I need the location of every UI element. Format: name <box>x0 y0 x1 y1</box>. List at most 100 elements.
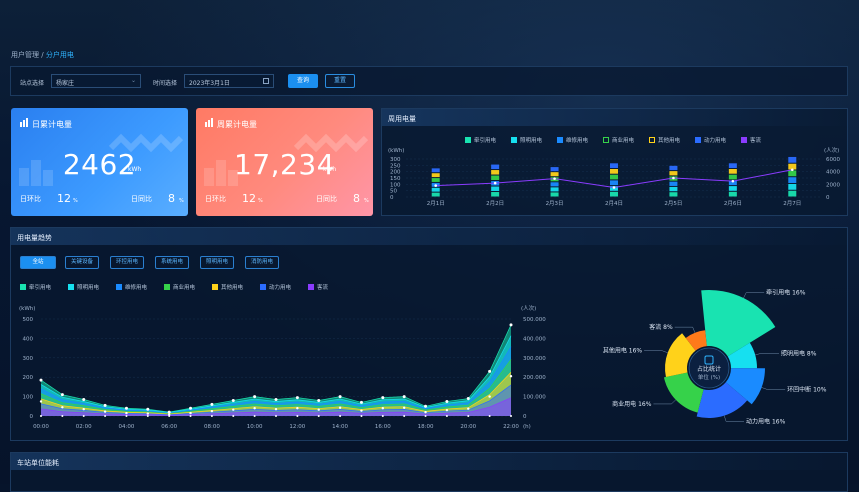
y2-tick-label: 200.000 <box>523 375 546 381</box>
bar-segment <box>669 171 678 176</box>
cmp2-label: 日同比 <box>316 195 337 203</box>
legend-swatch <box>212 284 218 290</box>
legend-label: 商业用电 <box>173 285 196 291</box>
data-point <box>445 399 449 403</box>
data-point <box>82 398 86 402</box>
legend-swatch <box>465 137 471 143</box>
tab-button[interactable]: 环控用电 <box>110 256 144 269</box>
week-usage-panel: 周用电量 牵引用电 照明用电 维修用电 商业用电 其他用电 动力用电 客流 (kWh) (人次… <box>381 108 848 216</box>
week-energy-card: 周累计电量 17,234 kWh 日环比 12 % 日同比 8 % <box>196 108 373 216</box>
bar-segment <box>788 177 797 183</box>
legend-item[interactable]: 客流 <box>308 283 328 291</box>
area-line <box>40 335 512 413</box>
data-point <box>60 393 64 397</box>
pie-center-title: 占比统计 <box>697 365 721 373</box>
label-leader <box>674 326 696 333</box>
y-tick-label: 500 <box>23 317 34 323</box>
data-point <box>189 411 192 415</box>
y-tick-label: 300 <box>390 157 401 163</box>
data-point <box>253 407 256 410</box>
legend-swatch <box>164 284 170 290</box>
legend-label: 维修用电 <box>566 138 589 144</box>
passenger-point <box>553 177 556 180</box>
station-select[interactable]: 杨家庄 ⌄ <box>51 74 141 88</box>
date-picker[interactable]: 2023年3月1日 <box>184 74 274 88</box>
data-point <box>167 410 171 414</box>
bar-segment <box>431 173 440 178</box>
cmp2-label: 日同比 <box>131 195 152 203</box>
legend-item[interactable]: 照明用电 <box>511 136 542 144</box>
panel-header <box>382 109 847 126</box>
axis-point <box>232 415 235 417</box>
tab-button[interactable]: 系统用电 <box>155 256 189 269</box>
legend-item[interactable]: 客流 <box>741 136 761 144</box>
data-point <box>61 406 64 409</box>
area-series <box>41 397 511 416</box>
reset-button[interactable]: 重置 <box>325 74 355 88</box>
pie-slice <box>701 290 776 357</box>
legend-label: 牵引用电 <box>474 138 497 144</box>
bar-segment <box>491 164 500 170</box>
axis-point <box>61 415 64 417</box>
legend-item[interactable]: 动力用电 <box>260 283 291 291</box>
axis-point <box>296 415 299 417</box>
bar-segment <box>669 192 678 197</box>
x-tick-label: 2月6日 <box>724 200 742 207</box>
legend-item[interactable]: 其他用电 <box>649 136 680 144</box>
bar-segment <box>788 163 797 170</box>
x-tick-label: 02:00 <box>76 424 92 430</box>
legend-label: 客流 <box>750 138 762 144</box>
y2-axis-unit: (人次) <box>521 304 536 312</box>
passenger-point <box>493 181 497 185</box>
legend-item[interactable]: 维修用电 <box>116 283 147 291</box>
axis-point <box>510 415 512 417</box>
legend-item[interactable]: 商业用电 <box>164 283 195 291</box>
passenger-point <box>434 184 438 187</box>
bar-segment <box>788 156 797 163</box>
bar-segment <box>610 191 618 197</box>
tab-button[interactable]: 关键设备 <box>65 256 99 269</box>
axis-point <box>381 415 384 417</box>
pie-label: 商业用电 16% <box>612 400 652 408</box>
legend-label: 商业用电 <box>612 138 635 144</box>
legend-item[interactable]: 牵引用电 <box>465 136 496 144</box>
cmp-unit: % <box>258 198 263 204</box>
legend-label: 其他用电 <box>221 285 244 291</box>
panel-title: 用电量趋势 <box>17 234 52 242</box>
data-point <box>445 408 449 412</box>
area-line <box>40 346 512 414</box>
y-tick-label: 200 <box>390 170 401 176</box>
y-tick-label: 300 <box>23 356 34 362</box>
legend-item[interactable]: 照明用电 <box>68 283 99 291</box>
data-point <box>210 402 214 406</box>
y-tick-label: 0 <box>390 195 394 201</box>
legend-item[interactable]: 动力用电 <box>695 136 726 144</box>
tab-button[interactable]: 全站 <box>20 256 56 269</box>
legend-item[interactable]: 其他用电 <box>212 283 243 291</box>
pie-label: 动力用电 16% <box>746 417 786 425</box>
cmp-value: 12 <box>242 192 256 205</box>
legend-item[interactable]: 维修用电 <box>557 136 588 144</box>
tab-button[interactable]: 照明用电 <box>200 256 234 269</box>
card-decoration <box>204 133 369 186</box>
bar-segment <box>610 180 618 186</box>
data-point <box>488 369 492 373</box>
train-icon <box>704 355 714 365</box>
legend-item[interactable]: 商业用电 <box>603 136 634 144</box>
bar-segment <box>728 169 737 174</box>
legend-item[interactable]: 牵引用电 <box>20 283 51 291</box>
query-button[interactable]: 查询 <box>288 74 318 88</box>
legend-label: 维修用电 <box>125 285 148 291</box>
x-tick-label: 2月3日 <box>546 200 564 207</box>
data-point <box>82 408 85 411</box>
axis-point <box>189 415 192 417</box>
breadcrumb-parent[interactable]: 用户管理 <box>11 51 39 59</box>
bar-segment <box>610 174 618 180</box>
data-point <box>359 400 363 404</box>
data-point <box>124 406 128 410</box>
tab-button[interactable]: 消防用电 <box>245 256 279 269</box>
y2-tick-label: 6000 <box>826 157 840 163</box>
pie-label: 客流 8% <box>649 323 673 331</box>
data-point <box>424 404 428 408</box>
pie-label: 其他用电 16% <box>603 347 643 355</box>
